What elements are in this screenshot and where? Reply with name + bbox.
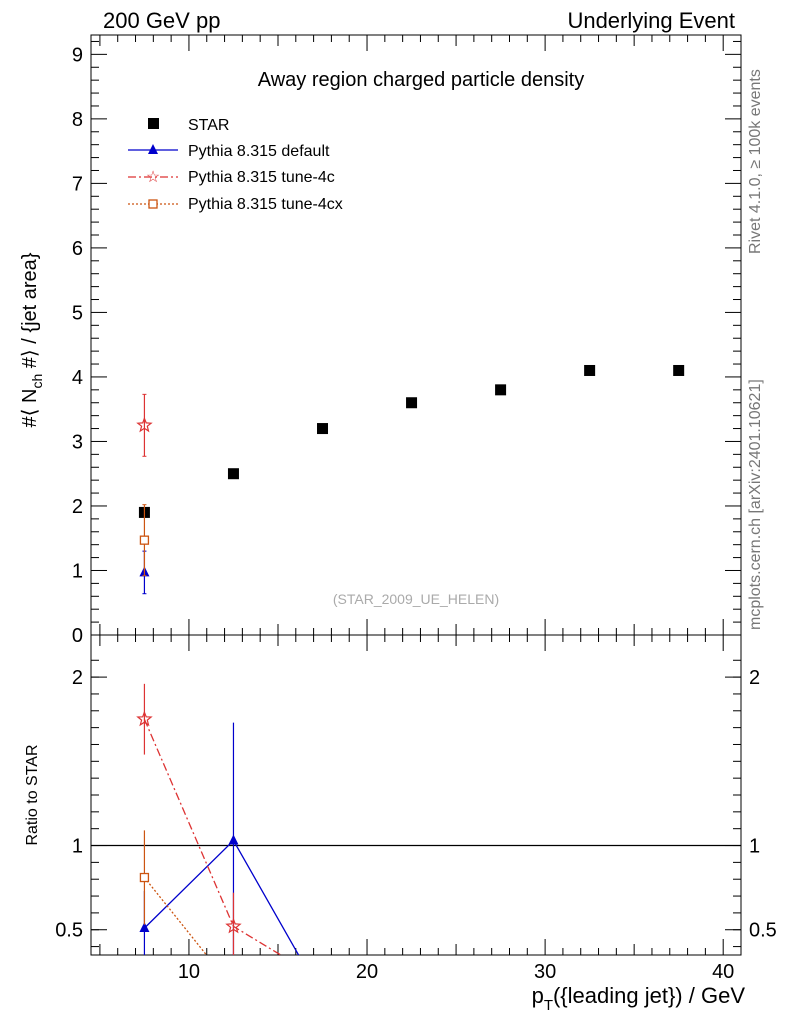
ratio-series-2 xyxy=(139,830,208,955)
x-label-main: p xyxy=(532,983,544,1008)
main-data-point xyxy=(495,384,507,396)
main-y-tick-label: 7 xyxy=(72,173,83,195)
x-tick-label: 10 xyxy=(178,961,200,983)
legend-tune4c-label: Pythia 8.315 tune-4c xyxy=(188,169,335,186)
main-y-label-sub: ch xyxy=(29,374,45,389)
ratio-y-tick-label-right: 2 xyxy=(749,667,760,689)
header-right: Underlying Event xyxy=(567,8,735,33)
rivet-label: Rivet 4.1.0, ≥ 100k events xyxy=(747,69,764,254)
main-series-0 xyxy=(138,364,685,518)
main-data-point xyxy=(584,364,596,376)
legend-star-marker xyxy=(148,118,159,129)
ratio-y-axis-label: Ratio to STAR xyxy=(24,744,41,845)
main-data-point xyxy=(227,468,239,480)
ratio-series-0 xyxy=(139,722,300,955)
ratio-y-tick-label: 1 xyxy=(72,836,83,858)
main-data-point xyxy=(136,416,153,433)
ratio-data-point xyxy=(139,872,150,883)
main-y-tick-label: 4 xyxy=(72,367,83,389)
main-y-tick-label: 2 xyxy=(72,496,83,518)
analysis-watermark: (STAR_2009_UE_HELEN) xyxy=(333,591,499,607)
legend-tune4c-marker: ☆ xyxy=(146,169,160,186)
main-y-tick-label: 1 xyxy=(72,560,83,582)
mcplots-label: mcplots.cern.ch [arXiv:2401.10621] xyxy=(747,379,764,630)
ratio-data-point xyxy=(228,834,239,845)
ratio-plot-frame xyxy=(90,634,742,956)
legend-tune4cx-marker xyxy=(148,199,158,209)
x-tick-label: 20 xyxy=(356,961,378,983)
main-series-2 xyxy=(136,393,153,457)
ratio-y-tick-label-right: 1 xyxy=(749,836,760,858)
legend: STAR Pythia 8.315 default ☆ Pythia 8.315… xyxy=(128,117,343,213)
axis-ticks: 0 1 2 3 4 5 6 7 8 9 10 20 30 40 0.5 0.5 1 1 2 2 xyxy=(55,35,777,983)
main-y-tick-label: 0 xyxy=(72,625,83,647)
x-tick-label: 40 xyxy=(712,961,734,983)
ratio-data-point xyxy=(136,710,153,727)
main-y-tick-label: 8 xyxy=(72,109,83,131)
x-label-sub: T xyxy=(544,997,553,1014)
legend-default-marker xyxy=(148,144,158,154)
main-data-point xyxy=(406,397,418,409)
main-y-tick-label: 5 xyxy=(72,302,83,324)
x-axis-label: pT({leading jet}) / GeV xyxy=(532,983,746,1014)
x-tick-label: 30 xyxy=(534,961,556,983)
ratio-data-point xyxy=(225,917,242,934)
main-data-point xyxy=(139,535,150,545)
ratio-data-point xyxy=(139,922,150,933)
ratio-y-tick-label: 2 xyxy=(72,667,83,689)
data-marks xyxy=(91,364,741,955)
header-left: 200 GeV pp xyxy=(103,8,220,33)
legend-default-label: Pythia 8.315 default xyxy=(188,143,330,160)
main-series-3 xyxy=(139,504,150,577)
main-y-label-tail: #⟩ / {jet area} xyxy=(19,252,41,374)
main-data-point xyxy=(673,364,685,376)
main-y-label-main: #⟨ N xyxy=(19,389,41,428)
main-y-tick-label: 9 xyxy=(72,44,83,66)
ratio-series-1 xyxy=(136,683,282,955)
main-data-point xyxy=(317,423,329,435)
main-y-tick-label: 6 xyxy=(72,238,83,260)
main-y-axis-label: #⟨ Nch #⟩ / {jet area} xyxy=(19,252,45,427)
legend-star-label: STAR xyxy=(188,117,229,134)
legend-tune4cx-label: Pythia 8.315 tune-4cx xyxy=(188,196,343,213)
x-label-tail: ({leading jet}) / GeV xyxy=(553,983,745,1008)
ratio-y-tick-label: 0.5 xyxy=(55,920,83,942)
ratio-y-tick-label-right: 0.5 xyxy=(749,920,777,942)
chart-title: Away region charged particle density xyxy=(258,69,584,91)
main-y-tick-label: 3 xyxy=(72,431,83,453)
